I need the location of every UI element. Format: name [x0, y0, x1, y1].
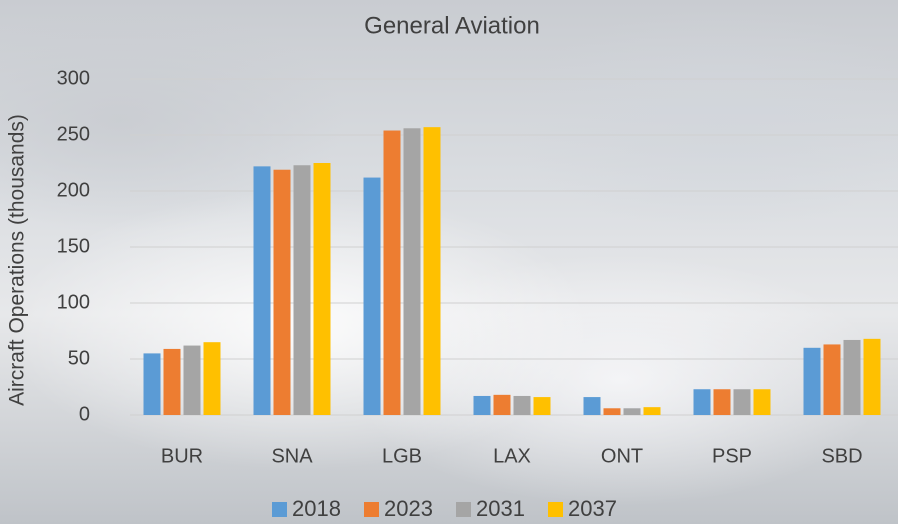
legend-label: 2037	[568, 496, 617, 521]
bar	[824, 344, 841, 415]
bar	[714, 389, 731, 415]
bar	[384, 131, 401, 415]
legend-swatch	[364, 502, 379, 517]
bar	[254, 166, 271, 415]
x-tick-label: LGB	[382, 445, 422, 467]
bar	[864, 339, 881, 415]
chart-title: General Aviation	[364, 12, 540, 39]
y-tick-label: 0	[79, 403, 90, 425]
x-tick-label: ONT	[601, 445, 643, 467]
bar	[534, 397, 551, 415]
bar	[694, 389, 711, 415]
bar	[624, 408, 641, 415]
bar	[164, 349, 181, 415]
bar	[184, 346, 201, 415]
bar	[604, 408, 621, 415]
bar	[804, 348, 821, 415]
bar	[314, 163, 331, 415]
bar	[274, 170, 291, 415]
y-tick-label: 300	[57, 67, 90, 89]
bar	[404, 128, 421, 415]
bar	[424, 127, 441, 415]
legend-label: 2031	[476, 496, 525, 521]
y-tick-label: 150	[57, 235, 90, 257]
x-tick-label: SBD	[821, 445, 862, 467]
bar	[754, 389, 771, 415]
legend-label: 2018	[292, 496, 341, 521]
y-tick-label: 200	[57, 179, 90, 201]
x-tick-label: PSP	[712, 445, 752, 467]
chart-background: General Aviation Aircraft Operations (th…	[0, 0, 898, 524]
x-tick-label: BUR	[161, 445, 203, 467]
x-tick-label: LAX	[493, 445, 531, 467]
bar	[644, 407, 661, 415]
bar	[364, 178, 381, 415]
y-tick-label: 50	[68, 347, 90, 369]
bar	[734, 389, 751, 415]
bar	[294, 165, 311, 415]
y-tick-label: 100	[57, 291, 90, 313]
bar	[514, 396, 531, 415]
legend-swatch	[456, 502, 471, 517]
y-axis-label: Aircraft Operations (thousands)	[6, 114, 29, 406]
bar	[844, 340, 861, 415]
chart: General Aviation Aircraft Operations (th…	[0, 0, 898, 524]
legend-swatch	[272, 502, 287, 517]
bar	[204, 342, 221, 415]
bar	[584, 397, 601, 415]
bar	[494, 395, 511, 415]
bar	[474, 396, 491, 415]
legend-label: 2023	[384, 496, 433, 521]
x-tick-label: SNA	[271, 445, 313, 467]
bar	[144, 353, 161, 415]
y-tick-label: 250	[57, 123, 90, 145]
legend-swatch	[548, 502, 563, 517]
